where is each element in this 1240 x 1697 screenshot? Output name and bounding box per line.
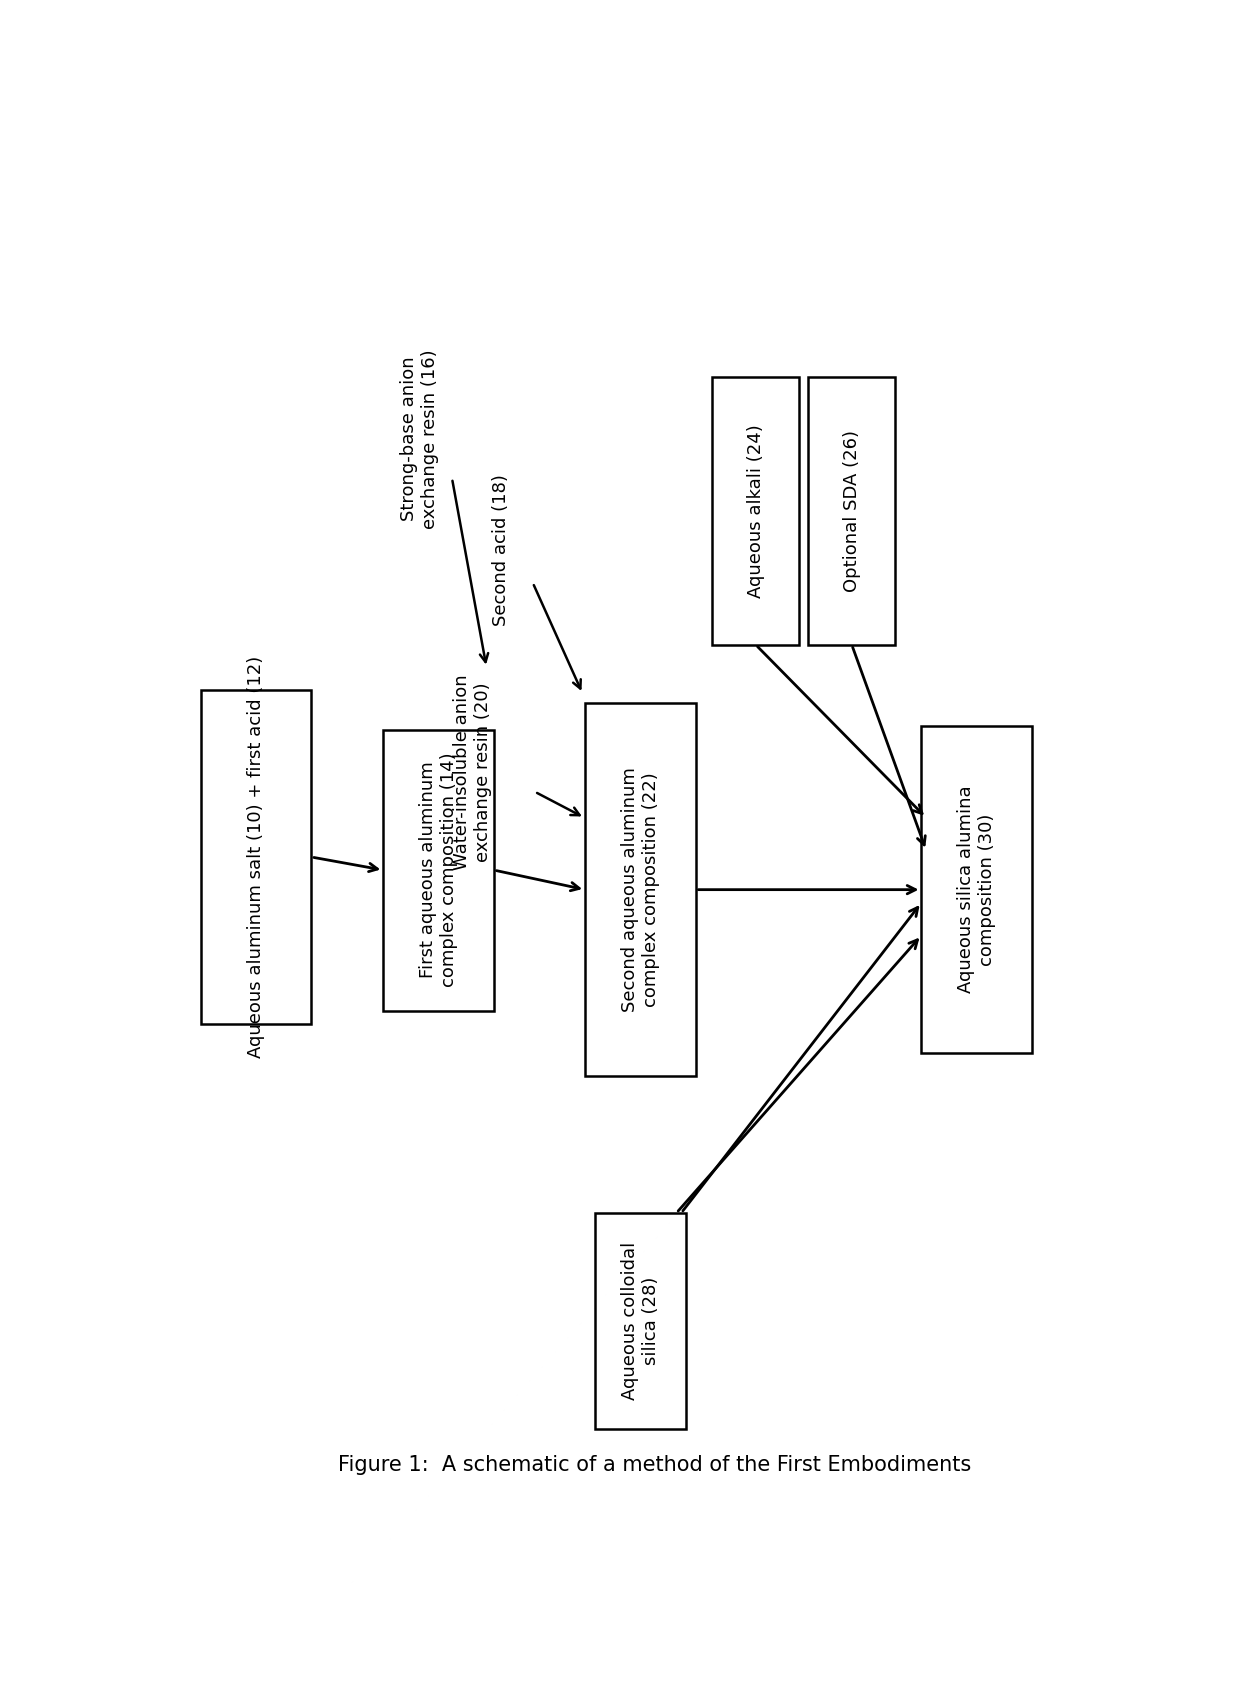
Text: Second aqueous aluminum
complex composition (22): Second aqueous aluminum complex composit…: [621, 767, 660, 1011]
FancyBboxPatch shape: [201, 691, 311, 1023]
FancyBboxPatch shape: [921, 726, 1032, 1052]
Text: Aqueous silica alumina
composition (30): Aqueous silica alumina composition (30): [957, 786, 996, 993]
Text: Strong-base anion
exchange resin (16): Strong-base anion exchange resin (16): [399, 350, 439, 529]
Text: First aqueous aluminum
complex composition (14): First aqueous aluminum complex compositi…: [419, 753, 458, 988]
FancyBboxPatch shape: [585, 704, 696, 1076]
FancyBboxPatch shape: [383, 730, 494, 1010]
Text: Aqueous aluminum salt (10) + first acid (12): Aqueous aluminum salt (10) + first acid …: [247, 655, 265, 1059]
Text: Water-insoluble anion
exchange resin (20): Water-insoluble anion exchange resin (20…: [453, 674, 491, 871]
Text: Aqueous alkali (24): Aqueous alkali (24): [746, 424, 765, 597]
Text: Optional SDA (26): Optional SDA (26): [843, 429, 861, 592]
FancyBboxPatch shape: [808, 377, 895, 645]
FancyBboxPatch shape: [712, 377, 799, 645]
Text: Aqueous colloidal
silica (28): Aqueous colloidal silica (28): [621, 1242, 660, 1400]
Text: Figure 1:  A schematic of a method of the First Embodiments: Figure 1: A schematic of a method of the…: [339, 1454, 971, 1475]
FancyBboxPatch shape: [595, 1213, 686, 1429]
Text: Second acid (18): Second acid (18): [492, 473, 510, 626]
